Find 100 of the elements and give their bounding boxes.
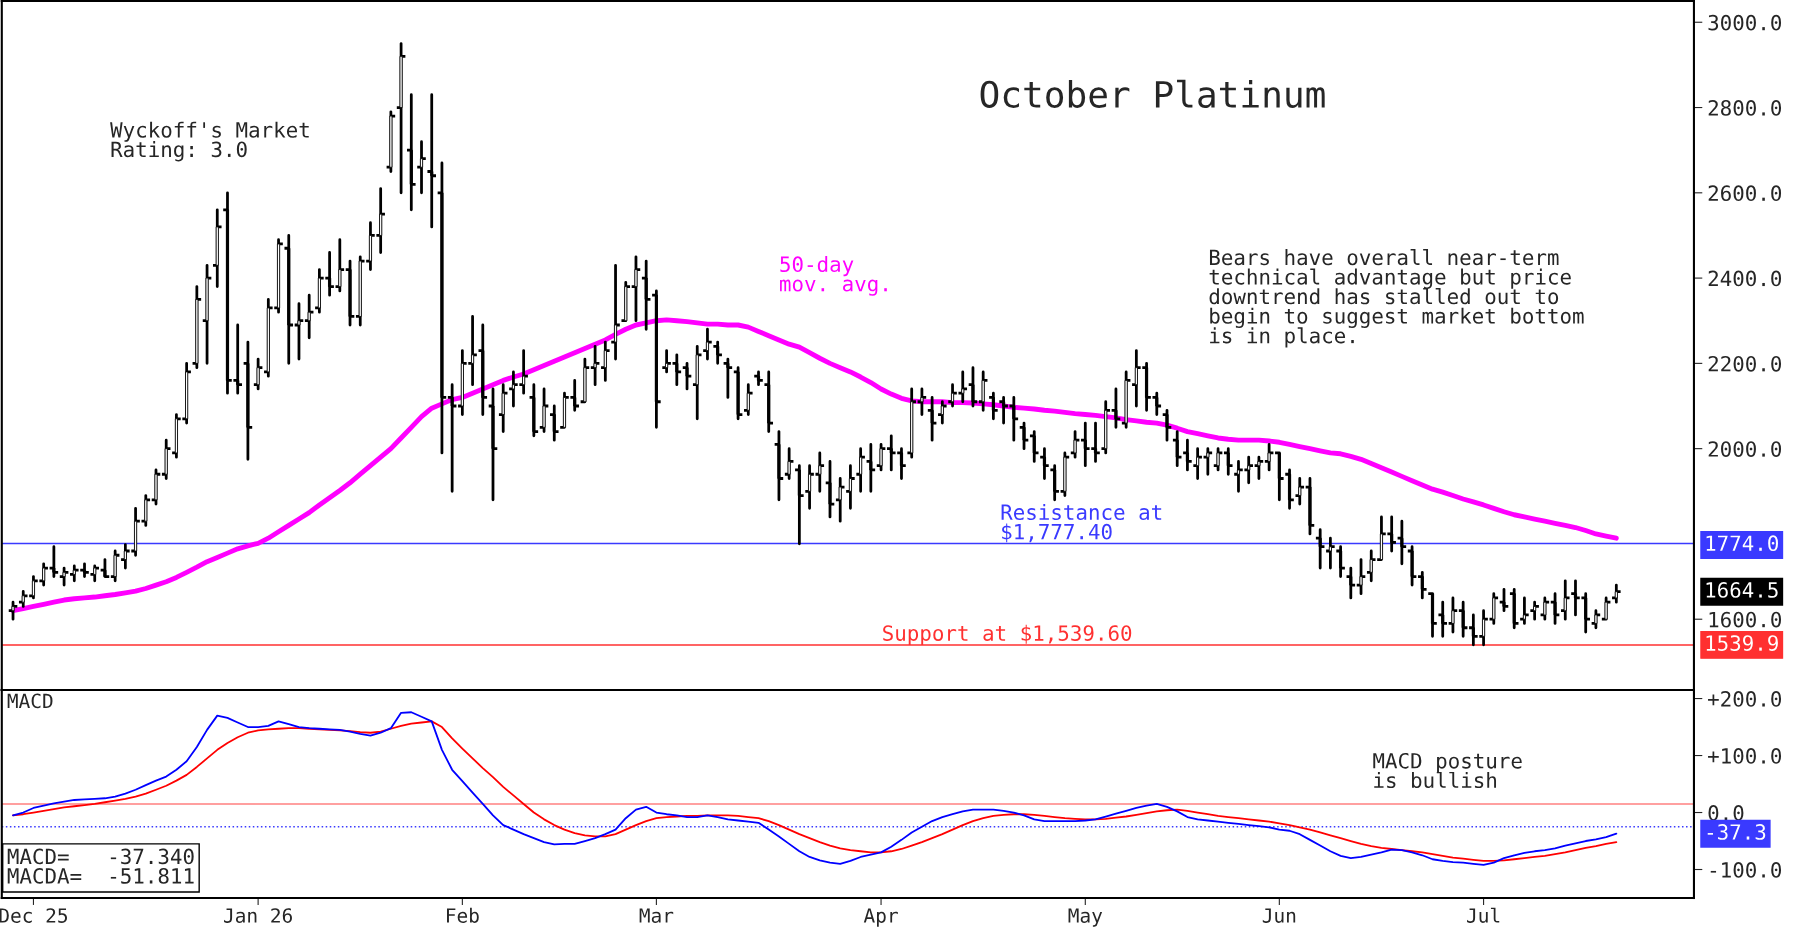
candlestick <box>150 468 162 506</box>
candlestick <box>99 558 111 578</box>
y-tick-label: 2000.0 <box>1708 441 1782 457</box>
candlestick <box>773 430 785 502</box>
candlestick <box>1610 583 1623 604</box>
candlestick <box>415 140 428 195</box>
y-tick-label: 1600.0 <box>1709 611 1782 628</box>
candlestick <box>1018 421 1030 451</box>
candlestick <box>385 110 397 173</box>
y-tick-label: 2800.0 <box>1708 100 1782 116</box>
candlestick <box>1120 370 1132 429</box>
x-tick-label: May <box>1068 908 1103 927</box>
candlestick <box>1498 587 1510 613</box>
candlestick <box>242 340 254 461</box>
candlestick <box>1406 545 1418 587</box>
x-tick-label: Jun <box>1262 908 1296 923</box>
candlestick <box>1110 387 1122 429</box>
candlestick <box>426 93 438 229</box>
candlestick <box>650 289 663 429</box>
candlestick <box>548 404 560 442</box>
text: 1774.0 <box>1706 535 1778 552</box>
candlestick <box>844 464 857 510</box>
candlestick <box>1457 600 1469 638</box>
candlestick <box>691 344 703 421</box>
candlestick <box>630 255 642 323</box>
candlestick <box>344 259 356 327</box>
candlestick <box>609 263 622 361</box>
candlestick <box>1324 536 1337 570</box>
candlestick <box>1181 438 1194 472</box>
candlestick <box>926 396 938 442</box>
text: 1539.9 <box>1706 635 1778 651</box>
candlestick <box>1314 528 1326 570</box>
candlestick <box>763 370 775 433</box>
candlestick <box>1590 609 1602 630</box>
candlestick <box>477 323 489 416</box>
candlestick <box>1345 566 1357 600</box>
y-tick-label: 0.0 <box>1708 805 1744 821</box>
candlestick <box>293 302 305 361</box>
candlestick <box>1212 447 1224 472</box>
candlestick <box>1069 430 1081 459</box>
candlestick <box>528 383 540 438</box>
candlestick <box>977 370 989 412</box>
ref-line-label: Resistance at $1,777.40 <box>1001 503 1162 543</box>
candlestick <box>1600 596 1612 621</box>
candlestick <box>1283 468 1296 510</box>
candlestick <box>201 263 213 365</box>
y-tick-label: 2200.0 <box>1708 355 1782 372</box>
chart-title: MACD <box>7 693 53 709</box>
candlestick <box>579 357 591 404</box>
x-tick-label: Jul <box>1467 907 1500 923</box>
candlestick <box>7 600 19 621</box>
candlestick <box>997 396 1010 425</box>
y-tick-label: 2600.0 <box>1708 185 1782 202</box>
candlestick <box>599 340 612 382</box>
candlestick <box>1334 545 1347 578</box>
candlestick <box>160 438 172 480</box>
candlestick <box>1447 596 1459 634</box>
candlestick <box>916 387 928 416</box>
candlestick <box>252 357 264 391</box>
candlestick <box>793 464 806 546</box>
y-tick-label: 2400.0 <box>1708 270 1782 287</box>
candlestick <box>1549 592 1561 625</box>
candlestick <box>589 344 601 387</box>
x-tick-label: Jan 26 <box>224 908 292 923</box>
candlestick <box>936 400 949 425</box>
candlestick <box>987 391 1000 421</box>
candlestick <box>742 383 754 416</box>
candlestick <box>109 549 121 583</box>
candlestick <box>58 566 70 587</box>
annotation: Bears have overall near-term technical advantage but price downtrend has stalled out to begin to suggest market bottom is in place. <box>1209 248 1584 348</box>
candlestick <box>701 327 714 361</box>
candlestick <box>865 443 877 493</box>
candlestick <box>854 447 867 493</box>
candlestick <box>1100 400 1112 455</box>
candlestick <box>1191 447 1204 480</box>
candlestick <box>191 285 203 370</box>
candlestick <box>1263 443 1275 472</box>
candlestick <box>1396 519 1408 566</box>
candlestick <box>1426 592 1439 638</box>
x-tick-label: Feb <box>447 907 479 923</box>
x-tick-label: Apr <box>863 908 898 927</box>
candlestick <box>405 93 417 212</box>
text: -37.3 <box>1707 824 1766 840</box>
x-tick-label: Dec 25 <box>0 908 68 923</box>
candlestick <box>834 477 846 523</box>
candlestick <box>1508 587 1520 630</box>
candlestick <box>1355 558 1367 596</box>
candlestick <box>1222 447 1234 476</box>
candlestick <box>1437 600 1449 638</box>
candlestick <box>283 234 295 365</box>
candlestick <box>538 387 550 433</box>
candlestick <box>906 387 918 459</box>
candlestick <box>48 545 60 578</box>
candlestick <box>1161 408 1173 442</box>
annotation: MACD posture is bullish <box>1373 752 1522 789</box>
candlestick <box>1559 579 1571 621</box>
candlestick <box>1253 455 1265 480</box>
candlestick <box>303 293 315 340</box>
candlestick <box>1059 451 1071 497</box>
x-tick-label: Mar <box>639 908 674 923</box>
